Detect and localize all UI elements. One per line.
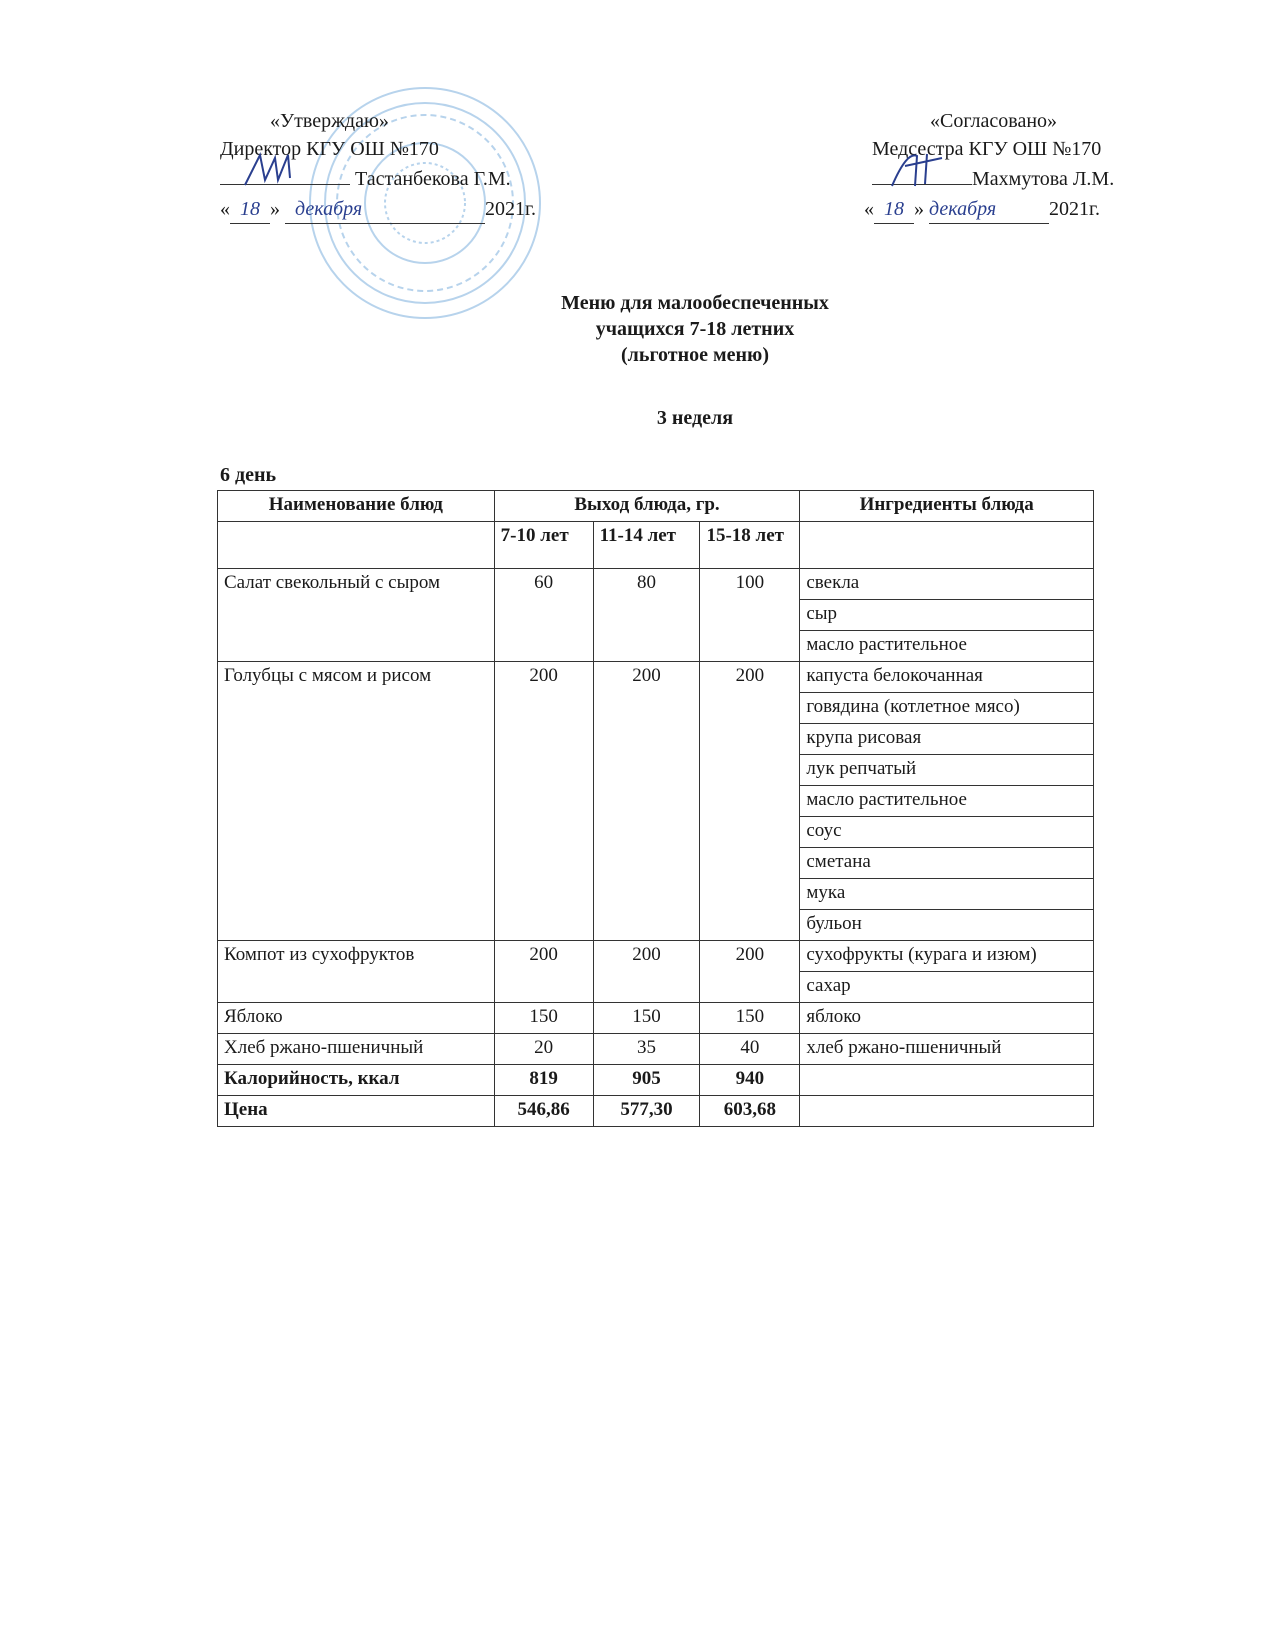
dish-yield: 200 [592, 661, 701, 941]
header-age-7-10: 7-10 лет [493, 521, 594, 569]
week-label: 3 неделя [656, 407, 734, 429]
date-month-right: декабря [929, 196, 1049, 224]
header-empty-ingredients [799, 521, 1094, 569]
approval-date-right: «18» декабря 2021г. [864, 196, 1100, 224]
title-line-3: (льготное меню) [621, 344, 769, 366]
header-age-11-14: 11-14 лет [592, 521, 701, 569]
empty-cell [799, 1095, 1094, 1127]
ingredient: хлеб ржано-пшеничный [799, 1033, 1094, 1065]
table-row: масло растительное [218, 785, 1094, 817]
dish-yield: 150 [699, 1002, 801, 1034]
dish-yield: 200 [699, 661, 801, 941]
ingredient: свекла [799, 568, 1094, 600]
total-value: 546,86 [493, 1095, 594, 1127]
menu-table: Наименование блюд Выход блюда, гр. Ингре… [217, 490, 1094, 1127]
table-row: Голубцы с мясом и рисом 200 200 200 капуста … [217, 661, 1094, 941]
dish-name: Салат свекольный с сыром [217, 568, 495, 662]
dish-yield: 60 [493, 568, 594, 662]
table-row: сахар [218, 971, 1094, 1003]
header-dish-name: Наименование блюд [217, 490, 495, 522]
dish-yield: 100 [699, 568, 801, 662]
title-line-1: Меню для малообеспеченных [561, 292, 829, 314]
header-ingredients: Ингредиенты блюда [799, 490, 1094, 522]
ingredient: сметана [799, 847, 1094, 879]
table-row: сыр [218, 599, 1094, 631]
total-label: Цена [217, 1095, 495, 1127]
total-label: Калорийность, ккал [217, 1064, 495, 1096]
total-value: 603,68 [699, 1095, 801, 1127]
ingredient: мука [799, 878, 1094, 910]
table-row: масло растительное [218, 630, 1094, 662]
table-row: Компот из сухофруктов 200 200 200 сухофрукты… [217, 940, 1094, 1003]
table-row: мука [218, 878, 1094, 910]
dish-name: Хлеб ржано-пшеничный [217, 1033, 495, 1065]
dish-yield: 150 [592, 1002, 701, 1034]
header-age-15-18: 15-18 лет [699, 521, 801, 569]
date-year-left: 2021г. [485, 198, 536, 220]
table-row: Яблоко 150 150 150 яблоко [217, 1002, 1094, 1034]
ingredient: сыр [799, 599, 1094, 631]
approval-signature-line-left: Тастанбекова Г.М. [220, 151, 511, 193]
header-yield: Выход блюда, гр. [493, 490, 801, 522]
approval-position-left: Директор КГУ ОШ №170 [220, 138, 439, 160]
ingredient: масло растительное [799, 785, 1094, 817]
total-value: 819 [493, 1064, 594, 1096]
day-label: 6 день [220, 464, 277, 486]
dish-yield: 200 [493, 661, 594, 941]
totals-row: Калорийность, ккал 819 905 940 [217, 1064, 1094, 1096]
dish-yield: 20 [493, 1033, 594, 1065]
table-row: сметана [218, 847, 1094, 879]
ingredient: капуста белокочанная [799, 661, 1094, 693]
dish-name: Яблоко [217, 1002, 495, 1034]
dish-yield: 150 [493, 1002, 594, 1034]
total-value: 940 [699, 1064, 801, 1096]
approval-label-left: «Утверждаю» [270, 110, 389, 132]
dish-name: Компот из сухофруктов [217, 940, 495, 1003]
official-stamp-seal [309, 87, 541, 319]
total-value: 905 [592, 1064, 701, 1096]
approval-date-left: «18» декабря 2021г. [220, 196, 536, 224]
table-row: крупа рисовая [218, 723, 1094, 755]
title-line-2: учащихся 7-18 летних [595, 318, 795, 340]
ingredient: крупа рисовая [799, 723, 1094, 755]
dish-yield: 80 [592, 568, 701, 662]
ingredient: масло растительное [799, 630, 1094, 662]
signature-right [891, 153, 943, 187]
date-month-left: декабря [285, 196, 485, 224]
dish-yield: 200 [592, 940, 701, 1003]
date-day-right: 18 [874, 196, 914, 224]
table-row: лук репчатый [218, 754, 1094, 786]
ingredient: сахар [799, 971, 1094, 1003]
ingredient: бульон [799, 909, 1094, 941]
table-row: Хлеб ржано-пшеничный 20 35 40 хлеб ржано-пше… [217, 1033, 1094, 1065]
approval-signature-line-right: Махмутова Л.М. [872, 153, 1115, 193]
ingredient: сухофрукты (курага и изюм) [799, 940, 1094, 972]
approval-position-right: Медсестра КГУ ОШ №170 [872, 138, 1102, 160]
document-title: Меню для малообеспеченных учащихся 7-18 … [0, 290, 1275, 368]
ingredient: говядина (котлетное мясо) [799, 692, 1094, 724]
date-year-right: 2021г. [1049, 198, 1100, 220]
table-row: Салат свекольный с сыром 60 80 100 свекла [217, 568, 1094, 662]
signature-left [244, 151, 291, 186]
header-empty [217, 521, 495, 569]
totals-row: Цена 546,86 577,30 603,68 [217, 1095, 1094, 1127]
table-row: бульон [218, 909, 1094, 941]
approver-name-left: Тастанбекова Г.М. [355, 168, 511, 190]
total-value: 577,30 [592, 1095, 701, 1127]
dish-yield: 35 [592, 1033, 701, 1065]
approver-name-right: Махмутова Л.М. [972, 168, 1115, 190]
ingredient: лук репчатый [799, 754, 1094, 786]
approval-label-right: «Согласовано» [930, 110, 1058, 132]
ingredient: яблоко [799, 1002, 1094, 1034]
date-day-left: 18 [230, 196, 270, 224]
dish-yield: 40 [699, 1033, 801, 1065]
dish-name: Голубцы с мясом и рисом [217, 661, 495, 941]
dish-yield: 200 [699, 940, 801, 1003]
dish-yield: 200 [493, 940, 594, 1003]
ingredient: соус [799, 816, 1094, 848]
empty-cell [799, 1064, 1094, 1096]
